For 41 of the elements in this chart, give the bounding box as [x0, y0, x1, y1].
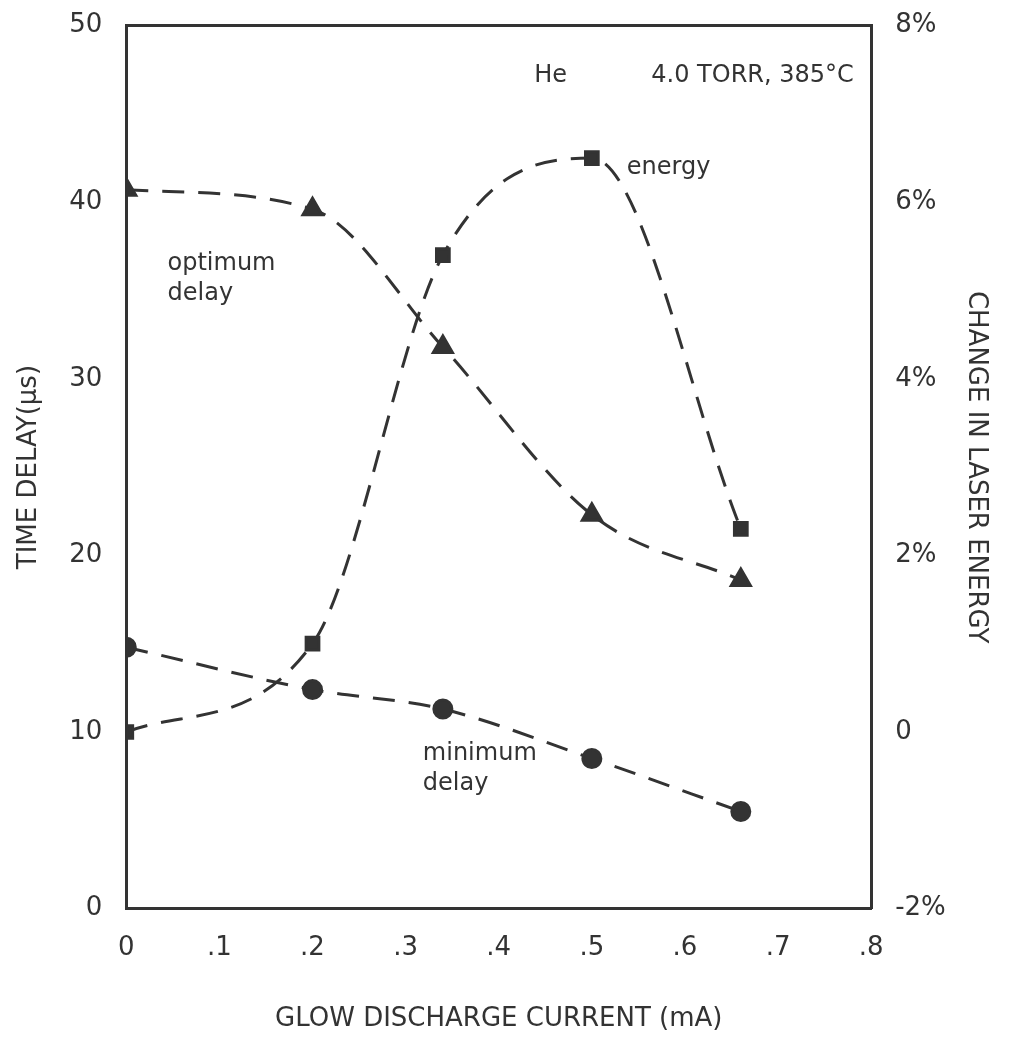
y-tick-label: 20	[69, 538, 103, 569]
y2-tick-label: 2%	[895, 538, 937, 569]
y-tick-label: 30	[69, 361, 103, 392]
point	[730, 800, 752, 822]
point	[302, 679, 324, 701]
point	[432, 698, 454, 720]
point	[732, 521, 749, 537]
series-label: energy	[626, 152, 711, 181]
x-tick-label: .7	[765, 930, 791, 961]
y-axis-title: TIME DELAY(μs)	[12, 364, 43, 571]
y2-tick-label: 8%	[895, 8, 937, 39]
y2-tick-label: 0	[895, 714, 912, 745]
series-label: optimum delay	[167, 248, 276, 307]
point	[729, 567, 752, 588]
x-tick-label: .8	[858, 930, 884, 961]
y-tick-label: 0	[85, 891, 103, 922]
point	[580, 502, 603, 522]
point	[583, 150, 600, 166]
x-tick-label: 0	[118, 930, 135, 961]
y2-tick-label: -2%	[895, 891, 946, 922]
y-tick-label: 40	[69, 184, 103, 215]
point	[304, 635, 321, 652]
x-axis-title: GLOW DISCHARGE CURRENT (mA)	[274, 1002, 723, 1033]
x-tick-label: .5	[579, 930, 605, 961]
y2-axis-title: CHANGE IN LASER ENERGY	[962, 290, 993, 644]
x-tick-label: .1	[206, 930, 232, 961]
y2-tick-label: 6%	[895, 184, 937, 215]
point	[435, 247, 451, 264]
y-tick-label: 50	[69, 8, 103, 39]
point	[431, 334, 454, 355]
x-tick-label: .4	[486, 930, 512, 961]
y-tick-label: 10	[69, 714, 103, 745]
y2-tick-label: 4%	[895, 361, 937, 392]
x-tick-label: .2	[300, 930, 325, 961]
x-tick-label: .6	[672, 930, 698, 961]
annotation: 4.0 TORR, 385°C	[651, 59, 854, 88]
annotation: He	[534, 59, 568, 88]
point	[581, 747, 603, 769]
x-tick-label: .3	[393, 930, 419, 961]
series-label: minimum delay	[422, 738, 537, 797]
point	[301, 196, 324, 217]
